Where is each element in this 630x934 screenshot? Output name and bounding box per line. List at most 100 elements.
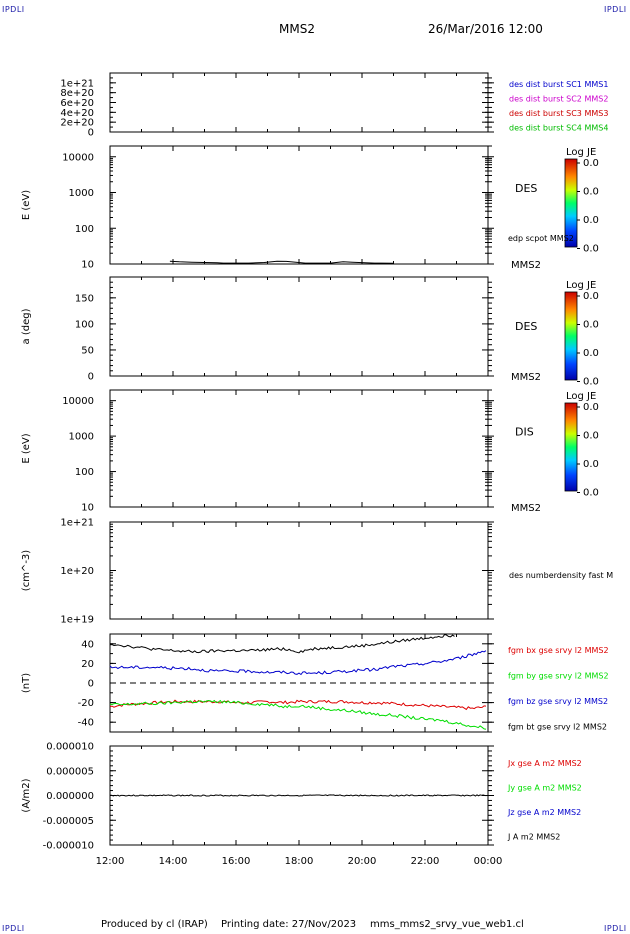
- series-scpot: [169, 260, 394, 264]
- y-tick-label-des-energy: 10000: [62, 152, 94, 163]
- des-pitch-colorbar-tick-label: 0.0: [583, 291, 599, 302]
- y-tick-label-pitch: 50: [81, 345, 94, 356]
- corner-label-bottom-left: IPDLI: [2, 924, 25, 933]
- y-tick-label-bfield: 20: [81, 659, 94, 670]
- des-pitch-colorbar-tick-label: 0.0: [583, 348, 599, 359]
- y-tick-label-bfield: -20: [78, 698, 94, 709]
- panel-des-pitch-frame: [109, 276, 489, 377]
- y-axis-label-dis-energy: E (eV): [21, 433, 32, 463]
- y-tick-label-density: 1e+21: [60, 518, 94, 529]
- legend-dist-3: des dist burst SC3 MMS3: [509, 109, 608, 118]
- dis-energy-colorbar-tick-label: 0.0: [583, 402, 599, 413]
- des-pitch-colorbar: [564, 291, 578, 381]
- y-tick-label-des-energy: 100: [75, 224, 94, 235]
- series-J: [109, 794, 487, 797]
- y-tick-label-des-energy: 1000: [69, 188, 94, 199]
- bottom-label-des-pitch: MMS2: [511, 372, 541, 383]
- des-energy-colorbar: [564, 158, 578, 248]
- legend-dist-1: des dist burst SC1 MMS1: [509, 80, 608, 89]
- y-tick-label-dis-energy: 1000: [69, 432, 94, 443]
- y-axis-label-des-energy: E (eV): [21, 190, 32, 220]
- y-tick-label-current: -0.000010: [43, 841, 94, 852]
- corner-label-bottom-right: IPDLI: [604, 924, 627, 933]
- y-tick-label-dist: 2e+20: [60, 118, 94, 129]
- spacecraft-title: MMS2: [279, 22, 315, 36]
- y-tick-label-bfield: 40: [81, 639, 94, 650]
- series-fgm-bx: [109, 699, 487, 711]
- des-pitch-colorbar-tick-label: 0.0: [583, 377, 599, 388]
- footer-produced-by: Produced by cl (IRAP): [101, 919, 208, 930]
- y-tick-label-pitch: 0: [88, 372, 94, 383]
- y-tick-label-current: 0.000005: [46, 766, 94, 777]
- side-label-des-pitch: DES: [515, 320, 537, 333]
- x-tick-label: 20:00: [348, 856, 377, 867]
- corner-label-top-right: IPDLI: [604, 5, 627, 14]
- y-tick-label-dist: 6e+20: [60, 98, 94, 109]
- side-label-dis-energy: DIS: [515, 426, 534, 439]
- corner-label-top-left: IPDLI: [2, 5, 25, 14]
- overlay-label-scpot: edp scpot MMS2: [508, 234, 574, 243]
- legend-density: des numberdensity fast M: [509, 571, 613, 580]
- legend-current-3: Jz gse A m2 MMS2: [507, 808, 581, 817]
- x-tick-label: 14:00: [159, 856, 188, 867]
- panel-density-frame: [109, 521, 489, 620]
- dis-energy-colorbar-title: Log JE: [566, 391, 596, 402]
- y-tick-label-dis-energy: 10: [81, 503, 94, 514]
- legend-dist-4: des dist burst SC4 MMS4: [509, 124, 608, 133]
- y-tick-label-dis-energy: 100: [75, 467, 94, 478]
- y-tick-label-dist: 0: [88, 128, 94, 139]
- y-tick-label-current: 0.000000: [46, 791, 94, 802]
- legend-current-2: Jy gse A m2 MMS2: [507, 784, 582, 793]
- x-tick-label: 22:00: [411, 856, 440, 867]
- des-energy-colorbar-tick-label: 0.0: [583, 158, 599, 169]
- panel-dist-frame: [109, 72, 489, 133]
- y-tick-label-dist: 1e+21: [60, 78, 94, 89]
- legend-current-1: Jx gse A m2 MMS2: [507, 759, 582, 768]
- y-axis-label-current: (A/m2): [21, 778, 32, 812]
- dis-energy-colorbar-tick-label: 0.0: [583, 431, 599, 442]
- footer-filename: mms_mms2_srvy_vue_web1.cl: [370, 919, 524, 930]
- des-pitch-colorbar-title: Log JE: [566, 280, 596, 291]
- y-tick-label-bfield: -40: [78, 718, 94, 729]
- y-tick-label-current: -0.000005: [43, 816, 94, 827]
- dis-energy-colorbar-tick-label: 0.0: [583, 459, 599, 470]
- y-tick-label-dist: 4e+20: [60, 108, 94, 119]
- x-tick-label: 12:00: [96, 856, 125, 867]
- panel-des-energy-frame: [109, 145, 489, 265]
- panel-dis-energy-frame: [109, 389, 489, 508]
- y-tick-label-current: 0.000010: [46, 742, 94, 753]
- des-energy-colorbar-title: Log JE: [566, 147, 596, 158]
- series-fgm-bt: [109, 633, 455, 654]
- x-tick-label: 00:00: [474, 856, 503, 867]
- y-tick-label-dis-energy: 10000: [62, 396, 94, 407]
- y-tick-label-des-energy: 10: [81, 260, 94, 271]
- legend-bfield-3: fgm bz gse srvy l2 MMS2: [508, 697, 608, 706]
- des-pitch-colorbar-tick-label: 0.0: [583, 320, 599, 331]
- y-axis-label-bfield: (nT): [21, 673, 32, 693]
- legend-bfield-4: fgm bt gse srvy l2 MMS2: [508, 723, 607, 732]
- plot-datetime: 26/Mar/2016 12:00: [428, 22, 543, 36]
- y-tick-label-dist: 8e+20: [60, 88, 94, 99]
- bottom-label-dis-energy: MMS2: [511, 503, 541, 514]
- y-tick-label-pitch: 150: [75, 293, 94, 304]
- des-energy-colorbar-tick-label: 0.0: [583, 187, 599, 198]
- series-fgm-bz: [109, 650, 487, 676]
- legend-bfield-1: fgm bx gse srvy l2 MMS2: [508, 646, 609, 655]
- y-tick-label-density: 1e+19: [60, 615, 94, 626]
- x-tick-label: 18:00: [285, 856, 314, 867]
- footer-printing-date: Printing date: 27/Nov/2023: [221, 919, 357, 930]
- y-axis-label-pitch: a (deg): [21, 308, 32, 344]
- y-tick-label-bfield: 0: [88, 679, 94, 690]
- legend-dist-2: des dist burst SC2 MMS2: [509, 95, 608, 104]
- x-tick-label: 16:00: [222, 856, 251, 867]
- des-energy-colorbar-tick-label: 0.0: [583, 244, 599, 255]
- series-fgm-by: [109, 699, 487, 730]
- bottom-label-des-energy: MMS2: [511, 260, 541, 271]
- side-label-des-energy: DES: [515, 182, 537, 195]
- dis-energy-colorbar-tick-label: 0.0: [583, 488, 599, 499]
- y-axis-label-density: (cm^-3): [21, 550, 32, 591]
- dis-energy-colorbar: [564, 402, 578, 492]
- legend-bfield-2: fgm by gse srvy l2 MMS2: [508, 672, 609, 681]
- legend-current-4: J A m2 MMS2: [507, 833, 560, 842]
